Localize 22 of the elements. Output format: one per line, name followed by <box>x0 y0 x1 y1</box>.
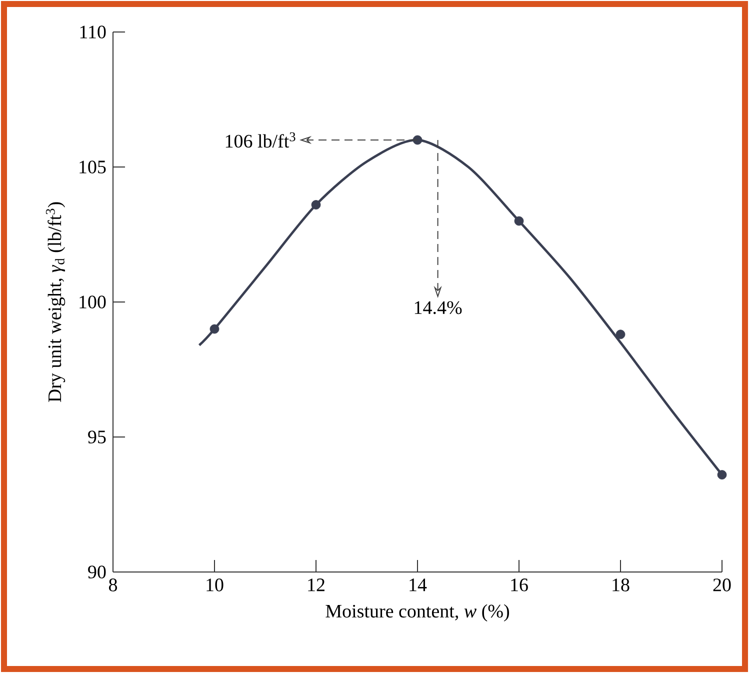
y-axis-title: Dry unit weight, γ$_{d}$ (lb/ft$^{3}$) <box>46 202 66 402</box>
x-tick-label: 18 <box>612 578 630 592</box>
y-tick-label: 95 <box>88 430 106 444</box>
y-tick-label: 105 <box>80 160 106 174</box>
y-tick-label: 100 <box>80 296 106 308</box>
x-tick-label: 14 <box>410 578 427 592</box>
point <box>717 470 727 480</box>
point <box>311 200 321 210</box>
y-tick-label: 90 <box>88 566 106 578</box>
x-tick-label: 12 <box>308 578 324 592</box>
point <box>412 135 422 145</box>
point <box>616 330 626 340</box>
x-tick-label: 10 <box>206 578 224 592</box>
x-axis-title: Moisture content, w (%) <box>326 604 510 622</box>
x-tick-label: 16 <box>511 578 528 592</box>
point <box>514 216 524 226</box>
annotation: 106 lb/ft$^{3}$ <box>226 132 296 148</box>
y-tick-label: 110 <box>80 26 106 38</box>
annotation: 14.4% <box>414 301 462 314</box>
x-tick-label: 20 <box>713 578 731 592</box>
point <box>210 324 220 334</box>
x-tick-label: 8 <box>108 578 118 592</box>
